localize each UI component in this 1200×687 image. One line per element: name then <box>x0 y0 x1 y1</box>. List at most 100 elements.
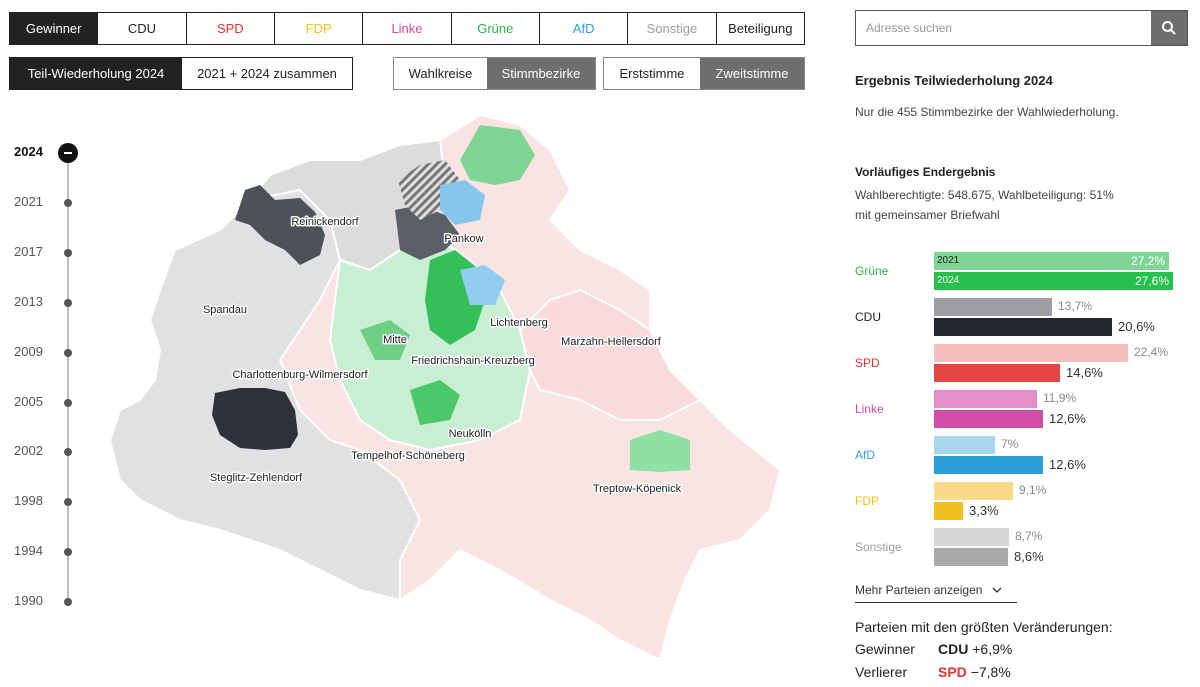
bar-2021 <box>934 298 1052 316</box>
bar-2021 <box>934 344 1128 362</box>
result-title: Ergebnis Teilwiederholung 2024 <box>855 73 1053 88</box>
pankow-blue <box>440 180 485 225</box>
reinickendorf-dark <box>235 185 325 265</box>
mitte-green <box>360 320 410 360</box>
district-label-spandau: Spandau <box>203 304 247 316</box>
party-name: Grüne <box>855 264 889 278</box>
loser-party: SPD <box>938 664 967 680</box>
bar-2021 <box>934 390 1037 408</box>
bar-2021 <box>934 528 1009 546</box>
bar-2021 <box>934 436 995 454</box>
winner-party: CDU <box>938 641 969 657</box>
bar-2024 <box>934 410 1043 428</box>
more-parties-label: Mehr Parteien anzeigen <box>855 583 983 597</box>
bar-2024: 2024 27,6% <box>934 272 1173 290</box>
timeline-dot <box>64 498 72 506</box>
bar-2024 <box>934 318 1112 336</box>
party-tabs: Gewinner CDU SPD FDP Linke Grüne AfD Son… <box>9 12 805 45</box>
stimmbezirke-button[interactable]: Stimmbezirke <box>487 58 595 89</box>
pankow-green <box>460 125 535 185</box>
tab-spd[interactable]: SPD <box>186 13 275 44</box>
tab-gewinner[interactable]: Gewinner <box>10 13 99 44</box>
district-label-mitte: Mitte <box>383 334 407 346</box>
party-name: Sonstige <box>855 540 902 554</box>
result-info: Wahlberechtigte: 548.675, Wahlbeteiligun… <box>855 185 1114 225</box>
bar-2024 <box>934 364 1060 382</box>
berlin-map[interactable]: Reinickendorf Pankow Spandau Mitte Licht… <box>100 100 800 670</box>
bar-value-label: 22,4% <box>1134 345 1169 359</box>
bar-value-label: 27,6% <box>1134 274 1169 288</box>
election-mode-toggle: Teil-Wiederholung 2024 2021 + 2024 zusam… <box>9 57 353 90</box>
tab-sonstige[interactable]: Sonstige <box>628 13 717 44</box>
party-name: AfD <box>855 448 876 462</box>
year-label: 2013 <box>14 294 43 309</box>
bar-value-label: 13,7% <box>1058 299 1093 313</box>
winner-value: +6,9% <box>972 641 1013 657</box>
district-label-lichtenberg: Lichtenberg <box>490 317 548 329</box>
timeline-dot <box>64 299 72 307</box>
year-2005[interactable]: 2005 <box>0 392 90 412</box>
winner-label: Gewinner <box>855 641 915 657</box>
year-label: 2024 <box>14 144 43 159</box>
wahlkreise-button[interactable]: Wahlkreise <box>394 58 487 89</box>
search-icon <box>1162 21 1176 35</box>
area-mode-toggle: Wahlkreise Stimmbezirke <box>393 57 596 90</box>
district-label-neukoelln: Neukölln <box>449 428 492 440</box>
timeline-dot <box>64 548 72 556</box>
timeline-dot <box>64 598 72 606</box>
party-name: FDP <box>855 494 879 508</box>
bar-year-label: 2024 <box>937 275 960 286</box>
eligible-voters: Wahlberechtigte: 548.675, Wahlbeteiligun… <box>855 188 1114 202</box>
party-result-row: Grüne 2021 27,2% 2024 27,6% <box>855 252 1190 292</box>
year-label: 1990 <box>14 593 43 608</box>
year-label: 1998 <box>14 493 43 508</box>
search-button[interactable] <box>1151 11 1187 45</box>
result-subtitle: Nur die 455 Stimmbezirke der Wahlwiederh… <box>855 105 1119 119</box>
bar-value-label: 20,6% <box>1118 319 1155 334</box>
bar-2024 <box>934 502 963 520</box>
teil-wiederholung-button[interactable]: Teil-Wiederholung 2024 <box>10 58 182 89</box>
erststimme-button[interactable]: Erststimme <box>604 58 700 89</box>
timeline-dot <box>64 448 72 456</box>
koepenick-green <box>630 430 690 472</box>
search-input[interactable] <box>856 11 1151 45</box>
party-result-row: Linke 11,9% 12,6% <box>855 390 1190 430</box>
bar-value-label: 27,2% <box>1130 254 1165 268</box>
year-2017[interactable]: 2017 <box>0 242 90 262</box>
postal-vote-note: mit gemeinsamer Briefwahl <box>855 208 1000 222</box>
tab-afd[interactable]: AfD <box>539 13 629 44</box>
timeline-dot <box>64 349 72 357</box>
party-result-row: CDU 13,7% 20,6% <box>855 298 1190 338</box>
district-label-steglitz: Steglitz-Zehlendorf <box>210 472 303 484</box>
bar-value-label: 14,6% <box>1066 365 1103 380</box>
tab-gruene[interactable]: Grüne <box>451 13 540 44</box>
zweitstimme-button[interactable]: Zweitstimme <box>700 58 804 89</box>
tab-fdp[interactable]: FDP <box>274 13 364 44</box>
timeline-dot <box>64 399 72 407</box>
tab-cdu[interactable]: CDU <box>98 13 187 44</box>
year-2013[interactable]: 2013 <box>0 292 90 312</box>
year-2021[interactable]: 2021 <box>0 192 90 212</box>
bar-value-label: 9,1% <box>1019 483 1047 497</box>
bar-value-label: 8,7% <box>1015 529 1043 543</box>
tab-beteiligung[interactable]: Beteiligung <box>716 13 804 44</box>
east-area <box>518 288 702 421</box>
tab-linke[interactable]: Linke <box>363 13 452 44</box>
loser-row: Verlierer SPD −7,8% <box>855 664 1011 680</box>
year-1998[interactable]: 1998 <box>0 491 90 511</box>
year-timeline: 2024 2021 2017 2013 2009 2005 2002 1998 … <box>0 140 90 610</box>
timeline-track <box>67 152 69 600</box>
year-1990[interactable]: 1990 <box>0 591 90 611</box>
bar-value-label: 3,3% <box>969 503 999 518</box>
bar-value-label: 12,6% <box>1049 457 1086 472</box>
year-2024[interactable]: 2024 <box>0 142 90 163</box>
year-2002[interactable]: 2002 <box>0 441 90 461</box>
year-2009[interactable]: 2009 <box>0 342 90 362</box>
more-parties-link[interactable]: Mehr Parteien anzeigen <box>855 583 1017 603</box>
year-1994[interactable]: 1994 <box>0 541 90 561</box>
district-label-charlottenburg: Charlottenburg-Wilmersdorf <box>232 369 368 381</box>
hatched-area <box>398 160 460 220</box>
combined-button[interactable]: 2021 + 2024 zusammen <box>182 58 352 89</box>
party-result-row: AfD 7% 12,6% <box>855 436 1190 476</box>
year-label: 2009 <box>14 344 43 359</box>
